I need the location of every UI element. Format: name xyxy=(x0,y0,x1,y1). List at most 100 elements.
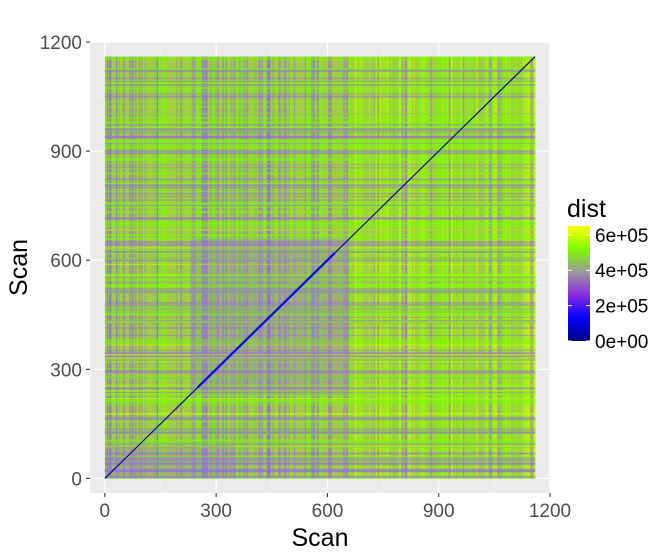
heatmap-column xyxy=(469,56,472,479)
heatmap-row xyxy=(104,148,536,150)
heatmap-column xyxy=(307,56,309,479)
heatmap-row xyxy=(104,314,536,316)
heatmap-column xyxy=(143,56,145,479)
heatmap-row xyxy=(104,476,536,478)
heatmap-column xyxy=(491,56,494,479)
heatmap-column xyxy=(308,56,311,479)
heatmap-row xyxy=(104,139,536,140)
heatmap-row xyxy=(104,225,536,228)
heatmap-row xyxy=(104,238,536,240)
x-tick-label: 300 xyxy=(200,501,232,522)
heatmap-row xyxy=(104,400,536,402)
heatmap-column xyxy=(475,56,478,479)
heatmap-row xyxy=(104,429,536,431)
heatmap-column xyxy=(293,56,296,479)
heatmap-column xyxy=(304,56,307,479)
heatmap-column xyxy=(378,56,381,479)
heatmap-column xyxy=(263,56,265,479)
heatmap-column xyxy=(246,56,249,479)
legend-tick-label: 6e+05 xyxy=(595,226,648,247)
heatmap-column xyxy=(358,56,361,479)
heatmap-column xyxy=(402,56,404,479)
heatmap-column xyxy=(234,56,236,479)
heatmap-row xyxy=(104,275,536,278)
heatmap-column xyxy=(444,56,447,479)
heatmap-column xyxy=(255,56,257,479)
heatmap-row xyxy=(104,443,536,445)
heatmap-column xyxy=(354,56,357,479)
heatmap-column xyxy=(531,56,534,479)
heatmap-row xyxy=(104,263,536,265)
heatmap-column xyxy=(109,56,112,479)
heatmap-column xyxy=(525,56,528,479)
heatmap-row xyxy=(104,135,536,137)
heatmap-column xyxy=(430,56,432,479)
heatmap-row xyxy=(104,404,536,406)
heatmap-row xyxy=(104,204,536,206)
heatmap-column xyxy=(413,56,416,479)
heatmap-row xyxy=(104,356,536,358)
heatmap-row xyxy=(104,468,536,471)
heatmap-row xyxy=(104,398,536,400)
heatmap-column xyxy=(495,56,498,479)
heatmap-row xyxy=(104,139,536,141)
heatmap-column xyxy=(380,56,382,479)
diagonal-low-band xyxy=(196,252,336,389)
heatmap-row xyxy=(104,320,536,322)
heatmap-row xyxy=(104,412,536,415)
heatmap-column xyxy=(409,56,411,479)
heatmap-row xyxy=(104,442,536,444)
heatmap-row xyxy=(104,289,536,291)
heatmap-row xyxy=(104,457,536,459)
heatmap-row xyxy=(104,471,536,473)
heatmap-column xyxy=(205,56,208,479)
heatmap-row xyxy=(104,93,536,95)
heatmap-row xyxy=(104,157,536,160)
heatmap-column xyxy=(212,56,215,479)
heatmap-column xyxy=(314,56,318,479)
heatmap-row xyxy=(104,79,536,82)
heatmap-row xyxy=(104,160,536,162)
heatmap-row xyxy=(104,220,536,221)
heatmap-column xyxy=(435,56,437,479)
heatmap-column xyxy=(362,56,365,479)
heatmap-row xyxy=(104,245,536,248)
heatmap-column xyxy=(514,56,517,479)
heatmap-column xyxy=(417,56,419,479)
heatmap-column xyxy=(166,56,168,479)
heatmap-row xyxy=(104,124,536,126)
color-legend: dist 0e+00 2e+05 4e+05 6e+05 xyxy=(567,195,648,353)
heatmap-row xyxy=(104,74,536,76)
heatmap-row xyxy=(104,344,536,346)
heatmap-column xyxy=(423,56,425,479)
heatmap-row xyxy=(104,86,536,89)
heatmap-row xyxy=(104,58,536,61)
heatmap-column xyxy=(519,56,521,479)
heatmap-row xyxy=(104,128,536,130)
heatmap-row xyxy=(104,180,536,182)
heatmap-column xyxy=(130,56,131,479)
heatmap-column xyxy=(257,56,260,479)
x-tick-label: 1200 xyxy=(529,501,571,522)
heatmap-column xyxy=(374,56,376,479)
heatmap-row xyxy=(104,394,536,396)
heatmap-row xyxy=(104,327,536,329)
heatmap-row xyxy=(104,187,536,189)
y-tick-label: 900 xyxy=(50,142,82,163)
heatmap-row xyxy=(104,398,536,400)
heatmap-row xyxy=(104,439,536,442)
heatmap-row xyxy=(104,359,536,361)
heatmap-row xyxy=(104,478,536,479)
heatmap-row xyxy=(104,273,536,276)
heatmap-column xyxy=(479,56,482,479)
heatmap-column xyxy=(391,56,395,479)
heatmap-column xyxy=(163,56,166,479)
heatmap-column xyxy=(264,56,266,479)
heatmap-column xyxy=(218,56,219,479)
heatmap-row xyxy=(104,158,536,161)
heatmap-row xyxy=(104,274,536,277)
heatmap-column xyxy=(410,56,412,479)
heatmap-row xyxy=(104,56,536,59)
heatmap-row xyxy=(104,145,536,147)
x-axis-ticks: 0 300 600 900 1200 xyxy=(100,493,571,522)
